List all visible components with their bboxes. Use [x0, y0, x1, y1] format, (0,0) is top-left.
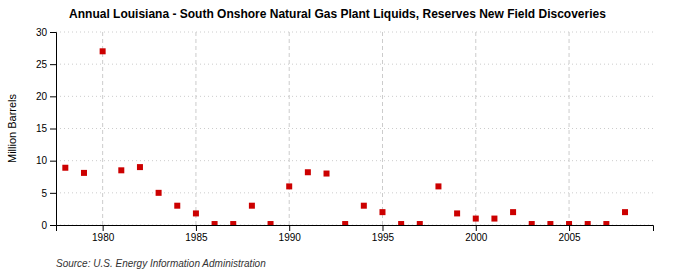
y-tick: 25 [36, 59, 56, 70]
point [622, 209, 628, 215]
x-tick-mark [196, 225, 197, 231]
x-tick-mark [569, 225, 570, 231]
y-tick: 30 [36, 27, 56, 38]
point [491, 216, 497, 222]
point [118, 167, 124, 173]
point [81, 170, 87, 176]
x-axis-line [57, 226, 654, 232]
x-tick: 1980 [92, 225, 115, 243]
x-tick-label: 1980 [92, 232, 115, 243]
grid [56, 32, 653, 225]
title: Annual Louisiana - South Onshore Natural… [69, 7, 606, 21]
x-grid-line [475, 32, 476, 225]
x-tick-mark [382, 225, 383, 231]
y-axis-label: Million Barrels [6, 93, 18, 163]
y-tick-label: 0 [41, 220, 47, 231]
y-grid-line [56, 32, 653, 33]
y-tick-mark [50, 32, 56, 33]
y-tick: 20 [36, 91, 56, 102]
point [379, 209, 385, 215]
y-tick-mark [50, 129, 56, 130]
point [230, 221, 236, 225]
y-grid-line [56, 96, 653, 97]
x-grid-line [102, 32, 103, 225]
point [529, 221, 535, 225]
point [100, 48, 106, 54]
point [398, 221, 404, 225]
x-grid-line [195, 32, 196, 225]
point [286, 183, 292, 189]
y-tick: 5 [41, 188, 56, 199]
point [62, 165, 68, 171]
y-tick-label: 20 [36, 91, 48, 102]
point [174, 203, 180, 209]
x-tick-label: 2005 [558, 232, 581, 243]
y-tick-label: 30 [36, 27, 48, 38]
chart: 1980 1985 1990 1995 2000 2005 0 5 10 15 20 25 30 Annu… [0, 0, 675, 275]
y-grid-line [56, 192, 653, 193]
x-tick: 2005 [558, 225, 581, 243]
y-grid-line [56, 64, 653, 65]
point [585, 221, 591, 225]
y-tick-mark [50, 193, 56, 194]
y-tick-mark [50, 161, 56, 162]
annotation: Source: U.S. Energy Information Administ… [56, 258, 266, 269]
x-grid-line [382, 32, 383, 225]
point [137, 164, 143, 170]
x-tick-mark [289, 225, 290, 231]
points [62, 48, 628, 225]
point [454, 210, 460, 216]
x-tick-label: 1985 [185, 232, 208, 243]
x-tick: 1985 [185, 225, 208, 243]
point [566, 221, 572, 225]
x-tick: 2000 [465, 225, 488, 243]
point [212, 221, 218, 225]
point [435, 183, 441, 189]
x-grid-line [569, 32, 570, 225]
point [473, 216, 479, 222]
point [547, 221, 553, 225]
x-tick-mark [476, 225, 477, 231]
x-tick-mark [103, 225, 104, 231]
plot-area: 1980 1985 1990 1995 2000 2005 0 5 10 15 20 25 30 [36, 27, 654, 243]
point [305, 169, 311, 175]
point [324, 171, 330, 177]
point [193, 210, 199, 216]
point [510, 209, 516, 215]
y-tick-mark [50, 96, 56, 97]
y-axis-line [50, 33, 57, 226]
y-tick-label: 15 [36, 123, 48, 134]
y-tick: 0 [41, 220, 56, 231]
point [342, 221, 348, 225]
y-tick-mark [50, 225, 56, 226]
x-tick: 1990 [279, 225, 302, 243]
point [361, 203, 367, 209]
y-axis: 0 5 10 15 20 25 30 [36, 27, 57, 231]
x-tick-label: 1990 [279, 232, 302, 243]
point [249, 203, 255, 209]
y-grid-line [56, 160, 653, 161]
x-tick-label: 1995 [372, 232, 395, 243]
point [268, 221, 274, 225]
y-tick-label: 25 [36, 59, 48, 70]
x-axis: 1980 1985 1990 1995 2000 2005 [57, 225, 654, 243]
point [156, 190, 162, 196]
y-tick: 15 [36, 123, 56, 134]
y-tick-label: 5 [41, 188, 47, 199]
x-tick: 1995 [372, 225, 395, 243]
x-grid-line [289, 32, 290, 225]
point [417, 221, 423, 225]
y-tick-label: 10 [36, 155, 48, 166]
point [603, 221, 609, 225]
y-grid-line [56, 128, 653, 129]
y-tick: 10 [36, 155, 56, 166]
y-tick-mark [50, 64, 56, 65]
x-tick-label: 2000 [465, 232, 488, 243]
